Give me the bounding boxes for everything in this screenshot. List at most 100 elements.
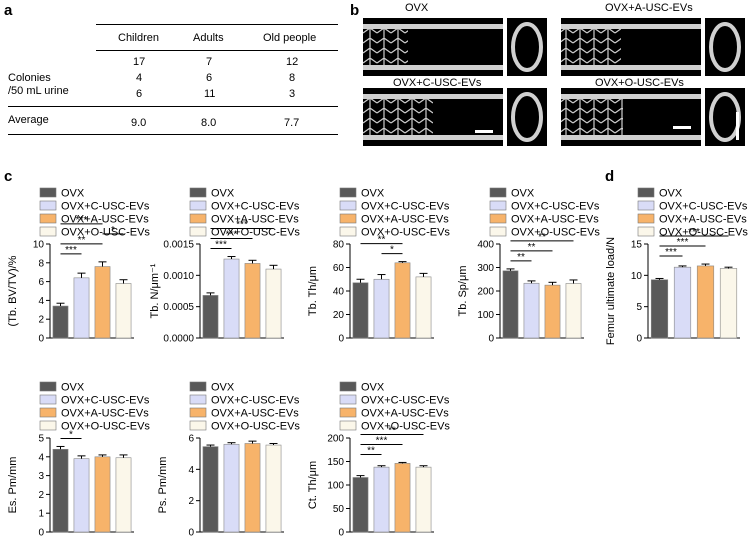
bar — [115, 283, 132, 339]
y-tick-label: 4 — [38, 296, 44, 307]
table-header: Children — [118, 32, 159, 44]
y-tick-label: 150 — [327, 457, 344, 468]
legend-label: OVX+A-USC-EVs — [61, 214, 149, 226]
table-cell: 3 — [289, 88, 296, 100]
bar — [73, 458, 90, 533]
micro-ct-o-usc-evs — [561, 88, 701, 146]
legend-swatch — [339, 394, 357, 405]
y-tick-label: 300 — [477, 263, 494, 274]
y-tick-label: 5 — [38, 434, 44, 445]
legend-label: OVX+O-USC-EVs — [211, 227, 300, 239]
micro-ct-caption: OVX+A-USC-EVs — [605, 2, 693, 14]
legend-label: OVX+O-USC-EVs — [61, 227, 150, 239]
bar — [52, 305, 69, 339]
y-tick-label: 0 — [38, 528, 44, 539]
y-tick-label: 0 — [338, 334, 344, 345]
bar — [73, 277, 90, 339]
legend-swatch — [189, 394, 207, 405]
legend-label: OVX+A-USC-EVs — [211, 214, 299, 226]
bar — [94, 456, 111, 533]
table-cell: 7 — [206, 56, 213, 68]
significance-label: *** — [76, 215, 88, 226]
significance-label: ** — [528, 242, 536, 253]
table-mid-rule — [8, 106, 338, 107]
bar — [502, 270, 519, 339]
y-tick-label: 2 — [188, 496, 194, 507]
legend-swatch — [637, 200, 655, 211]
bar — [202, 295, 219, 339]
y-tick-label: 2 — [38, 490, 44, 501]
legend-label: OVX — [61, 188, 85, 200]
micro-ct-c-usc-evs-cross-section — [507, 88, 547, 146]
legend-label: OVX+O-USC-EVs — [361, 227, 450, 239]
colony-table: Children Adults Old people Colonies /50 … — [8, 24, 338, 142]
significance-label: *** — [65, 245, 77, 256]
y-tick-label: 80 — [333, 240, 345, 251]
table-row-label: /50 mL urine — [8, 85, 69, 97]
micro-ct-images — [363, 18, 745, 146]
chart-ps-pm: OVXOVX+C-USC-EVsOVX+A-USC-EVsOVX+O-USC-E… — [157, 382, 300, 539]
panel-label-d: d — [605, 168, 615, 185]
legend-label: OVX+C-USC-EVs — [659, 201, 748, 213]
bar — [202, 446, 219, 533]
legend-label: OVX+C-USC-EVs — [511, 201, 600, 213]
y-tick-label: 0 — [188, 528, 194, 539]
y-tick-label: 6 — [38, 277, 44, 288]
legend-swatch — [39, 394, 57, 405]
bar — [565, 283, 582, 339]
legend-label: OVX+C-USC-EVs — [211, 201, 300, 213]
y-axis-label: Es. Pm/mm — [7, 457, 19, 514]
legend-swatch — [189, 407, 207, 418]
chart-ct-th: OVXOVX+C-USC-EVsOVX+A-USC-EVsOVX+O-USC-E… — [307, 382, 450, 539]
legend-swatch — [39, 213, 57, 224]
micro-ct-ovx-cross-section — [507, 18, 547, 76]
significance-label: ** — [378, 235, 386, 246]
y-tick-label: 4 — [38, 452, 44, 463]
legend-swatch — [339, 213, 357, 224]
table-header-rule — [96, 50, 338, 51]
bar — [223, 443, 240, 533]
average-value: 9.0 — [131, 117, 147, 129]
significance-label: *** — [688, 227, 700, 238]
y-tick-label: 60 — [333, 263, 345, 274]
y-tick-label: 20 — [333, 310, 345, 321]
bar — [223, 258, 240, 339]
y-tick-label: 40 — [333, 287, 345, 298]
legend-swatch — [189, 213, 207, 224]
bar — [52, 448, 69, 533]
legend-swatch — [189, 226, 207, 237]
bar — [523, 282, 540, 339]
micro-ct-a-usc-evs — [561, 18, 701, 76]
legend-swatch — [339, 226, 357, 237]
legend-label: OVX+C-USC-EVs — [361, 395, 450, 407]
legend-swatch — [189, 200, 207, 211]
y-axis-label: Tb. Sp/μm — [457, 266, 469, 317]
legend-label: OVX+A-USC-EVs — [211, 408, 299, 420]
y-axis-label: Tb. N/μm⁻¹ — [149, 263, 161, 318]
legend-swatch — [339, 187, 357, 198]
bar — [394, 463, 411, 533]
chart-tb-sp: OVXOVX+C-USC-EVsOVX+A-USC-EVsOVX+O-USC-E… — [457, 188, 600, 345]
y-tick-label: 400 — [477, 240, 494, 251]
legend-swatch — [39, 187, 57, 198]
legend-label: OVX+O-USC-EVs — [61, 421, 150, 433]
y-tick-label: 10 — [631, 271, 643, 282]
legend-label: OVX — [211, 382, 235, 394]
significance-label: * — [111, 225, 115, 236]
y-tick-label: 15 — [631, 240, 643, 251]
y-tick-label: 1 — [38, 509, 44, 520]
bar — [394, 262, 411, 339]
table-cell: 6 — [136, 88, 143, 100]
table-row-label: Colonies — [8, 72, 51, 84]
y-axis-label: Ps. Pm/mm — [157, 457, 169, 514]
significance-label: *** — [215, 240, 227, 251]
bar — [650, 279, 669, 339]
bar — [94, 266, 111, 339]
y-tick-label: 3 — [38, 471, 44, 482]
y-tick-label: 200 — [327, 434, 344, 445]
significance-label: ** — [538, 232, 546, 243]
bar — [265, 444, 282, 533]
micro-ct-c-usc-evs — [363, 88, 503, 146]
micro-ct-caption: OVX — [405, 2, 429, 14]
legend-label: OVX+C-USC-EVs — [61, 201, 150, 213]
